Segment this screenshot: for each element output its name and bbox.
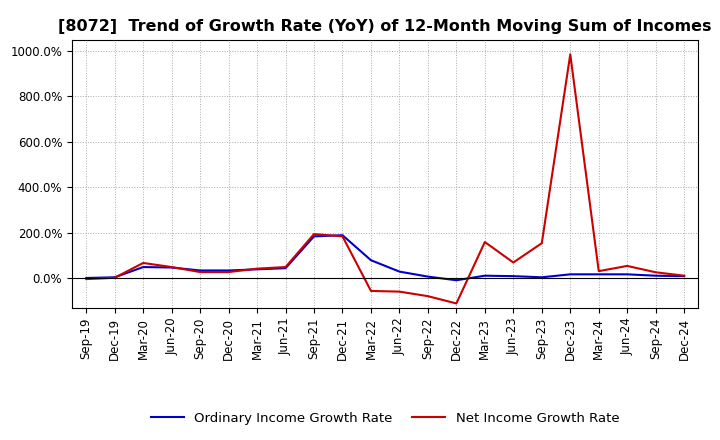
Title: [8072]  Trend of Growth Rate (YoY) of 12-Month Moving Sum of Incomes: [8072] Trend of Growth Rate (YoY) of 12-… (58, 19, 712, 34)
Net Income Growth Rate (680, 273, 688, 279)
Net Income Growth Rate (537, 241, 546, 246)
Net Income Growth Rate (139, 260, 148, 266)
Net Income Growth Rate (196, 269, 204, 275)
Net Income Growth Rate (366, 288, 375, 293)
Ordinary Income Growth Rate (395, 269, 404, 274)
Net Income Growth Rate (423, 293, 432, 299)
Ordinary Income Growth Rate (282, 266, 290, 271)
Net Income Growth Rate (595, 268, 603, 274)
Net Income Growth Rate (480, 239, 489, 245)
Ordinary Income Growth Rate (366, 257, 375, 263)
Ordinary Income Growth Rate (623, 271, 631, 277)
Ordinary Income Growth Rate (652, 273, 660, 279)
Line: Net Income Growth Rate: Net Income Growth Rate (86, 55, 684, 304)
Net Income Growth Rate (652, 270, 660, 275)
Ordinary Income Growth Rate (338, 233, 347, 238)
Net Income Growth Rate (338, 234, 347, 239)
Ordinary Income Growth Rate (509, 274, 518, 279)
Ordinary Income Growth Rate (680, 274, 688, 279)
Ordinary Income Growth Rate (595, 271, 603, 277)
Ordinary Income Growth Rate (253, 267, 261, 272)
Ordinary Income Growth Rate (110, 275, 119, 280)
Net Income Growth Rate (282, 264, 290, 270)
Ordinary Income Growth Rate (566, 271, 575, 277)
Ordinary Income Growth Rate (452, 278, 461, 283)
Net Income Growth Rate (566, 52, 575, 57)
Net Income Growth Rate (395, 289, 404, 294)
Ordinary Income Growth Rate (423, 274, 432, 279)
Ordinary Income Growth Rate (310, 234, 318, 239)
Ordinary Income Growth Rate (537, 275, 546, 280)
Ordinary Income Growth Rate (225, 268, 233, 273)
Net Income Growth Rate (82, 276, 91, 282)
Net Income Growth Rate (452, 301, 461, 306)
Net Income Growth Rate (509, 260, 518, 265)
Net Income Growth Rate (623, 263, 631, 268)
Legend: Ordinary Income Growth Rate, Net Income Growth Rate: Ordinary Income Growth Rate, Net Income … (145, 407, 625, 430)
Net Income Growth Rate (253, 266, 261, 271)
Ordinary Income Growth Rate (196, 268, 204, 273)
Ordinary Income Growth Rate (480, 273, 489, 279)
Line: Ordinary Income Growth Rate: Ordinary Income Growth Rate (86, 235, 684, 280)
Net Income Growth Rate (110, 275, 119, 280)
Ordinary Income Growth Rate (167, 265, 176, 270)
Ordinary Income Growth Rate (82, 275, 91, 281)
Net Income Growth Rate (225, 269, 233, 275)
Ordinary Income Growth Rate (139, 264, 148, 270)
Net Income Growth Rate (167, 264, 176, 270)
Net Income Growth Rate (310, 231, 318, 237)
